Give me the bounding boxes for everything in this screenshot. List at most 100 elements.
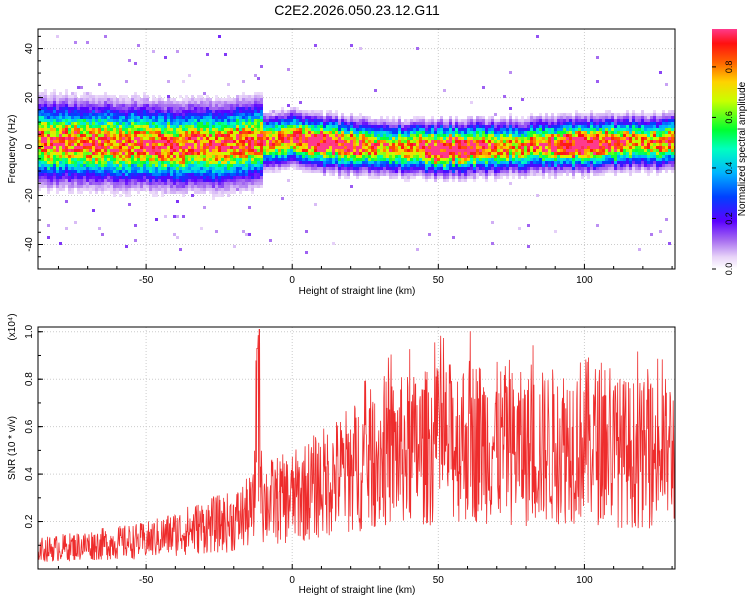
spectrogram-cell: [59, 173, 62, 176]
spectrogram-cell: [419, 122, 422, 125]
spectrogram-cell: [176, 143, 179, 146]
spectrogram-cell: [245, 170, 248, 173]
spectrogram-cell: [161, 188, 164, 191]
spectrogram-cell: [89, 170, 92, 173]
spectrogram-cell: [224, 113, 227, 116]
spectrogram-cell: [53, 95, 56, 98]
spectrogram-cell: [143, 179, 146, 182]
spectrogram-cell: [41, 101, 44, 104]
spectrogram-cell: [545, 125, 548, 128]
spectrogram-cell: [227, 176, 230, 179]
spectrogram-cell: [428, 152, 431, 155]
spectrogram-cell: [188, 128, 191, 131]
spectrogram-cell: [191, 122, 194, 125]
spectrogram-cell: [428, 134, 431, 137]
spectrogram-cell: [470, 146, 473, 149]
spectrogram-cell: [407, 152, 410, 155]
spectrogram-cell: [236, 176, 239, 179]
spectrogram-cell: [305, 167, 308, 170]
spectrogram-cell: [527, 164, 530, 167]
spectrogram-cell: [221, 149, 224, 152]
spectrogram-cell: [563, 155, 566, 158]
spectrogram-cell: [56, 143, 59, 146]
spectrogram-cell: [392, 164, 395, 167]
spectrogram-cell: [80, 188, 83, 191]
spectrogram-cell: [203, 116, 206, 119]
spectrogram-cell: [197, 104, 200, 107]
spectrogram-cell: [344, 143, 347, 146]
spectrogram-cell: [152, 50, 155, 53]
spectrogram-cell: [68, 113, 71, 116]
spectrogram-cell: [167, 158, 170, 161]
spectrogram-cell: [302, 122, 305, 125]
spectrogram-cell: [284, 125, 287, 128]
spectrogram-cell: [509, 107, 512, 110]
spectrogram-cell: [452, 158, 455, 161]
spectrogram-cell: [347, 164, 350, 167]
spectrogram-cell: [38, 155, 41, 158]
spectrogram-cell: [107, 140, 110, 143]
spectrogram-cell: [476, 176, 479, 179]
spectrogram-cell: [80, 167, 83, 170]
spectrogram-cell: [356, 152, 359, 155]
spectrogram-cell: [500, 170, 503, 173]
spectrogram-cell: [287, 167, 290, 170]
spectrogram-cell: [260, 101, 263, 104]
spectrogram-cell: [95, 122, 98, 125]
spectrogram-cell: [590, 137, 593, 140]
spectrogram-cell: [188, 155, 191, 158]
spectrogram-cell: [128, 167, 131, 170]
spectrogram-cell: [182, 215, 185, 218]
spectrogram-cell: [167, 173, 170, 176]
spectrogram-cell: [341, 161, 344, 164]
spectrogram-cell: [344, 140, 347, 143]
spectrogram-cell: [326, 122, 329, 125]
spectrogram-cell: [107, 98, 110, 101]
spectrogram-cell: [482, 86, 485, 89]
spectrogram-cell: [125, 113, 128, 116]
spectrogram-cell: [443, 167, 446, 170]
spectrogram-cell: [311, 155, 314, 158]
spectrogram-cell: [179, 137, 182, 140]
spectrogram-cell: [554, 146, 557, 149]
spectrogram-cell: [170, 116, 173, 119]
spectrogram-cell: [224, 107, 227, 110]
spectrogram-cell: [179, 119, 182, 122]
spectrogram-cell: [599, 128, 602, 131]
spectrogram-cell: [170, 158, 173, 161]
spectrogram-cell: [425, 140, 428, 143]
spectrogram-cell: [536, 149, 539, 152]
spectrogram-cell: [515, 173, 518, 176]
spectrogram-cell: [404, 146, 407, 149]
spectrogram-cell: [443, 137, 446, 140]
spectrogram-cell: [122, 137, 125, 140]
spectrogram-cell: [497, 155, 500, 158]
spectrogram-cell: [314, 119, 317, 122]
spectrogram-cell: [524, 161, 527, 164]
spectrogram-cell: [119, 161, 122, 164]
spectrogram-cell: [416, 134, 419, 137]
spectrogram-cell: [323, 119, 326, 122]
spectrogram-cell: [257, 143, 260, 146]
spectrogram-cell: [125, 155, 128, 158]
spectrogram-cell: [545, 134, 548, 137]
spectrogram-cells: [38, 35, 675, 254]
spectrogram-cell: [569, 128, 572, 131]
spectrogram-cell: [68, 134, 71, 137]
spectrogram-cell: [203, 152, 206, 155]
spectrogram-cell: [542, 122, 545, 125]
spectrogram-cell: [152, 188, 155, 191]
spectrogram-cell: [74, 134, 77, 137]
spectrogram-cell: [173, 176, 176, 179]
spectrogram-cell: [128, 149, 131, 152]
spectrogram-cell: [65, 149, 68, 152]
spectrogram-cell: [143, 185, 146, 188]
spectrogram-cell: [254, 113, 257, 116]
spectrogram-cell: [158, 125, 161, 128]
spectrogram-cell: [164, 185, 167, 188]
spectrogram-cell: [287, 152, 290, 155]
spectrogram-cell: [377, 161, 380, 164]
spectrogram-cell: [389, 140, 392, 143]
spectrogram-cell: [566, 137, 569, 140]
spectrogram-cell: [53, 122, 56, 125]
